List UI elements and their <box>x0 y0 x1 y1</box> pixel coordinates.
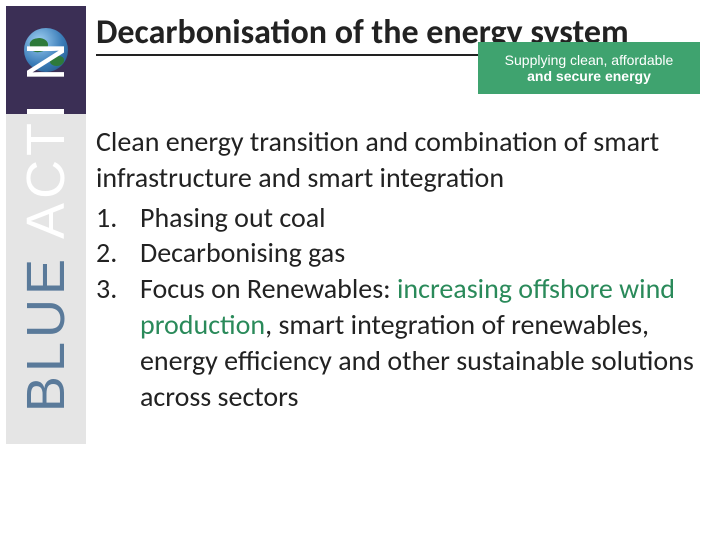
list-item: 3. Focus on Renewables: increasing offsh… <box>96 271 696 414</box>
item-prefix: Focus on Renewables: <box>140 271 397 306</box>
item-number: 2. <box>96 235 140 271</box>
numbered-list: 1. Phasing out coal 2. Decarbonising gas… <box>96 200 696 415</box>
body-text: Clean energy transition and combination … <box>96 124 696 415</box>
globe-icon <box>24 28 68 72</box>
item-number: 3. <box>96 271 140 414</box>
list-item: 1. Phasing out coal <box>96 200 696 236</box>
intro-text: Clean energy transition and combination … <box>96 124 696 196</box>
sidebar-gray-panel <box>6 114 86 444</box>
slide: BLUE ACTI N Decarbonisation of the energ… <box>0 0 720 540</box>
item-text: Phasing out coal <box>140 200 696 236</box>
item-text: Focus on Renewables: increasing offshore… <box>140 271 696 414</box>
item-text: Decarbonising gas <box>140 235 696 271</box>
badge-line1: Supplying clean, affordable <box>486 52 692 68</box>
item-number: 1. <box>96 200 140 236</box>
list-item: 2. Decarbonising gas <box>96 235 696 271</box>
badge: Supplying clean, affordable and secure e… <box>478 42 700 94</box>
badge-line2: and secure energy <box>486 68 692 84</box>
